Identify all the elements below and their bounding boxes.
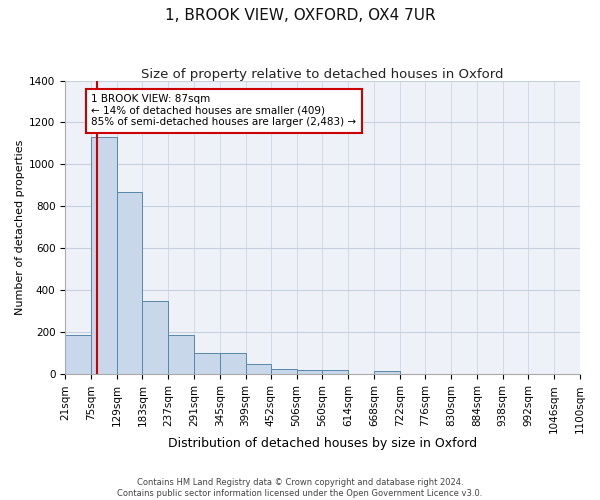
Bar xyxy=(322,370,348,374)
Bar xyxy=(65,334,91,374)
Bar xyxy=(168,334,194,374)
Bar xyxy=(374,372,400,374)
Bar xyxy=(296,370,322,374)
Title: Size of property relative to detached houses in Oxford: Size of property relative to detached ho… xyxy=(142,68,504,80)
Bar xyxy=(245,364,271,374)
Y-axis label: Number of detached properties: Number of detached properties xyxy=(15,140,25,315)
Bar xyxy=(194,354,220,374)
Bar xyxy=(116,192,142,374)
X-axis label: Distribution of detached houses by size in Oxford: Distribution of detached houses by size … xyxy=(168,437,477,450)
Bar xyxy=(220,354,245,374)
Text: 1 BROOK VIEW: 87sqm
← 14% of detached houses are smaller (409)
85% of semi-detac: 1 BROOK VIEW: 87sqm ← 14% of detached ho… xyxy=(91,94,356,128)
Bar xyxy=(91,137,116,374)
Text: 1, BROOK VIEW, OXFORD, OX4 7UR: 1, BROOK VIEW, OXFORD, OX4 7UR xyxy=(164,8,436,22)
Text: Contains HM Land Registry data © Crown copyright and database right 2024.
Contai: Contains HM Land Registry data © Crown c… xyxy=(118,478,482,498)
Bar xyxy=(271,369,296,374)
Bar xyxy=(142,301,168,374)
